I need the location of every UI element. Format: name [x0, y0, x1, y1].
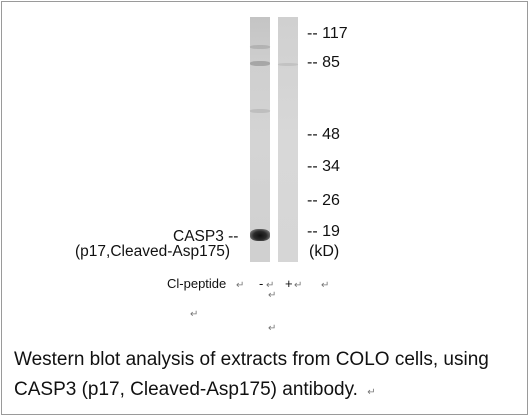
- mw-marker-34: -- 34: [307, 158, 340, 175]
- blot-lane-minus: [250, 17, 270, 262]
- paragraph-mark: ↵: [294, 280, 303, 291]
- blot-lane-plus: [278, 17, 298, 262]
- figure-caption-line-2: CASP3 (p17, Cleaved-Asp175) antibody. ↵: [14, 375, 519, 408]
- band-faint: [278, 63, 298, 66]
- mw-marker-117: -- 117: [307, 25, 348, 42]
- band-faint: [250, 61, 270, 66]
- paragraph-mark: ↵: [321, 280, 330, 291]
- kd-unit-label: (kD): [309, 243, 340, 260]
- band-casp3-p17: [250, 229, 270, 241]
- band-faint: [250, 109, 270, 113]
- paragraph-mark: ↵: [268, 290, 277, 301]
- paragraph-mark: ↵: [190, 309, 199, 320]
- paragraph-mark: ↵: [367, 387, 376, 398]
- caption-line-2-text: CASP3 (p17, Cleaved-Asp175) antibody.: [14, 379, 358, 400]
- paragraph-mark: ↵: [236, 280, 245, 291]
- paragraph-mark: ↵: [268, 323, 277, 334]
- figure-caption-line-1: Western blot analysis of extracts from C…: [14, 349, 489, 370]
- paragraph-mark: ↵: [266, 280, 275, 291]
- target-label-cleavage: (p17,Cleaved-Asp175): [75, 243, 231, 260]
- band-faint: [250, 45, 270, 49]
- mw-marker-48: -- 48: [307, 126, 340, 143]
- mw-marker-26: -- 26: [307, 192, 340, 209]
- mw-marker-85: -- 85: [307, 54, 340, 71]
- target-label-casp3: CASP3 --: [173, 228, 239, 245]
- peptide-label: Cl-peptide: [167, 276, 227, 291]
- lane-minus-sign: -: [259, 276, 264, 291]
- lane-plus-sign: +: [285, 276, 293, 291]
- mw-marker-19: -- 19: [307, 223, 340, 240]
